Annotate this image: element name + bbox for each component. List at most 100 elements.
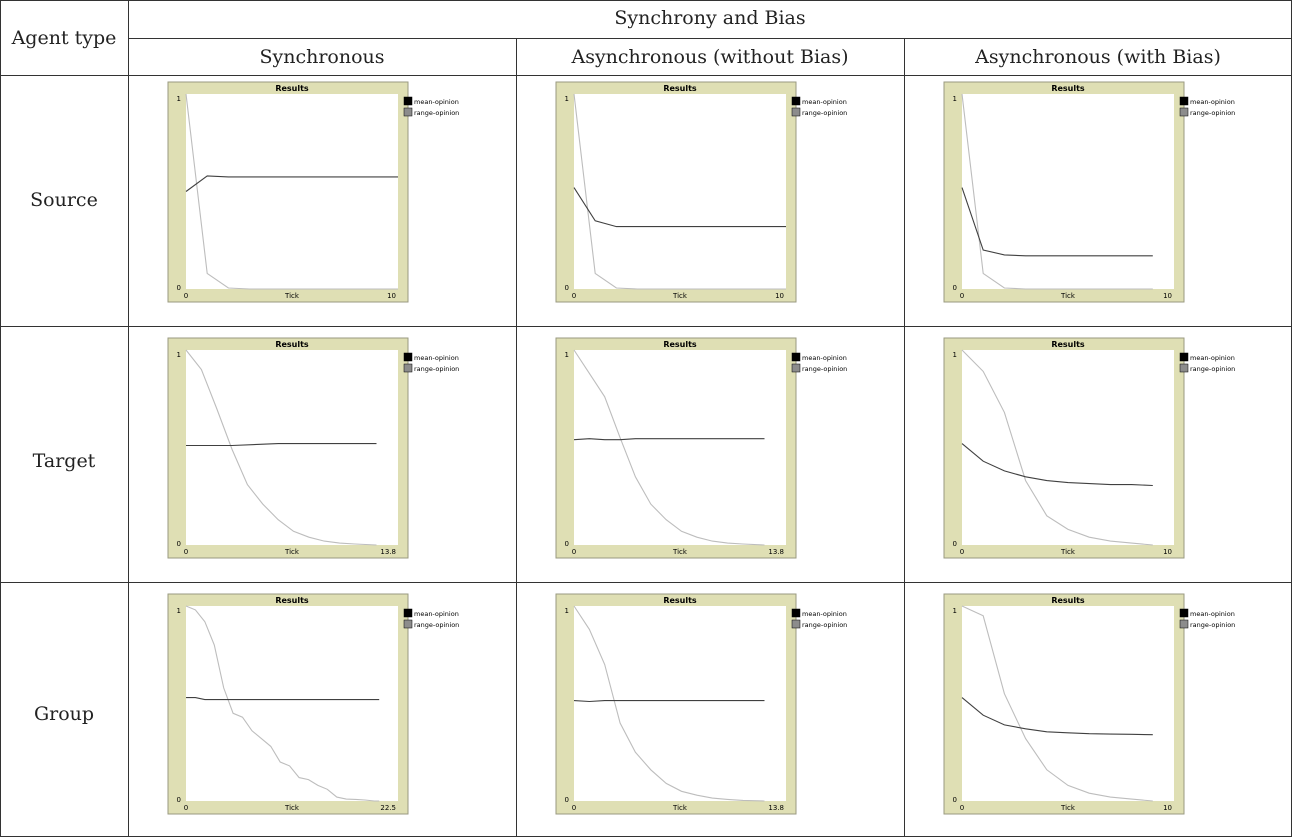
x-tick-label: 10 xyxy=(387,292,396,300)
series-line-range-opinion xyxy=(185,605,380,802)
table-border-top xyxy=(0,0,1292,1)
x-axis-label: Tick xyxy=(672,548,688,556)
row-divider xyxy=(0,582,1292,583)
header-bottom-rule xyxy=(0,75,1292,76)
legend-swatch xyxy=(1179,352,1189,362)
legend-swatch xyxy=(791,96,801,106)
series-line-mean-opinion xyxy=(186,697,380,701)
column-header: Synchronous xyxy=(259,46,385,68)
legend-label: mean-opinion xyxy=(802,98,847,106)
x-tick-label: 0 xyxy=(960,292,964,300)
legend-swatch xyxy=(791,107,801,117)
series-line-mean-opinion xyxy=(185,175,398,192)
x-axis-label: Tick xyxy=(1060,804,1076,812)
legend-swatch xyxy=(403,619,413,629)
plot-area xyxy=(574,94,786,289)
y-tick-label: 1 xyxy=(953,351,957,359)
x-tick-label: 0 xyxy=(184,548,188,556)
x-axis-label: Tick xyxy=(672,292,688,300)
series-line-mean-opinion xyxy=(573,700,765,703)
column-divider xyxy=(516,38,517,837)
plot-title: Results xyxy=(275,340,309,349)
legend-label: mean-opinion xyxy=(1190,610,1235,618)
plot-area xyxy=(574,350,786,545)
legend-swatch xyxy=(1179,608,1189,618)
x-tick-label: 10 xyxy=(1163,804,1172,812)
legend-label: mean-opinion xyxy=(802,354,847,362)
legend-swatch xyxy=(1179,619,1189,629)
column-divider xyxy=(904,38,905,837)
legend-label: mean-opinion xyxy=(1190,98,1235,106)
legend-label: range-opinion xyxy=(414,365,459,373)
legend-label: mean-opinion xyxy=(414,98,459,106)
legend-label: range-opinion xyxy=(1190,109,1235,117)
plot-area xyxy=(962,606,1174,801)
x-tick-label: 0 xyxy=(960,804,964,812)
legend-swatch xyxy=(791,608,801,618)
x-tick-label: 0 xyxy=(572,292,576,300)
series-line-mean-opinion xyxy=(961,443,1153,487)
y-tick-label: 0 xyxy=(565,540,569,548)
group-header: Synchrony and Bias xyxy=(614,7,806,29)
legend-label: mean-opinion xyxy=(802,610,847,618)
legend-label: range-opinion xyxy=(1190,621,1235,629)
plot-area xyxy=(186,350,398,545)
series-line-mean-opinion xyxy=(573,438,765,441)
plot-title: Results xyxy=(663,596,697,605)
series-line-range-opinion xyxy=(185,93,398,290)
x-axis-label: Tick xyxy=(284,548,300,556)
plot-title: Results xyxy=(1051,340,1085,349)
series-line-mean-opinion xyxy=(961,697,1153,736)
y-tick-label: 0 xyxy=(565,796,569,804)
column-header: Asynchronous (without Bias) xyxy=(571,46,849,68)
series-line-mean-opinion xyxy=(573,187,786,228)
x-tick-label: 0 xyxy=(960,548,964,556)
x-axis-label: Tick xyxy=(1060,292,1076,300)
plot-title: Results xyxy=(275,596,309,605)
row-label: Source xyxy=(30,189,98,211)
legend-label: range-opinion xyxy=(802,365,847,373)
series-line-range-opinion xyxy=(573,349,765,546)
y-tick-label: 1 xyxy=(565,607,569,615)
legend-label: range-opinion xyxy=(1190,365,1235,373)
legend-label: range-opinion xyxy=(802,109,847,117)
y-tick-label: 1 xyxy=(177,607,181,615)
series-line-mean-opinion xyxy=(186,443,377,447)
plot-group-synchronous: Results mean-opinion range-opinion 1 00 22.5 T… xyxy=(167,593,459,815)
x-tick-label: 13.8 xyxy=(380,548,396,556)
x-tick-label: 0 xyxy=(184,804,188,812)
x-axis-label: Tick xyxy=(1060,548,1076,556)
column-header: Asynchronous (with Bias) xyxy=(975,46,1221,68)
plot-area xyxy=(574,606,786,801)
y-tick-label: 0 xyxy=(953,284,957,292)
y-tick-label: 1 xyxy=(565,95,569,103)
plot-group-async-without-bias: Results mean-opinion range-opinion 1 00 13.8 T… xyxy=(555,593,847,815)
legend-label: mean-opinion xyxy=(414,610,459,618)
plot-title: Results xyxy=(1051,84,1085,93)
header-divider xyxy=(128,38,1292,39)
row-label: Group xyxy=(33,703,95,725)
y-tick-label: 0 xyxy=(177,540,181,548)
plot-title: Results xyxy=(663,340,697,349)
legend-label: range-opinion xyxy=(414,621,459,629)
x-axis-label: Tick xyxy=(672,804,688,812)
y-tick-label: 1 xyxy=(953,95,957,103)
series-line-range-opinion xyxy=(185,349,377,546)
x-tick-label: 10 xyxy=(775,292,784,300)
legend-swatch xyxy=(403,352,413,362)
x-tick-label: 0 xyxy=(572,804,576,812)
y-tick-label: 1 xyxy=(953,607,957,615)
plot-target-synchronous: Results mean-opinion range-opinion 1 00 13.8 T… xyxy=(167,337,459,559)
y-tick-label: 0 xyxy=(177,284,181,292)
y-tick-label: 0 xyxy=(177,796,181,804)
legend-swatch xyxy=(403,107,413,117)
legend-label: range-opinion xyxy=(414,109,459,117)
plot-area xyxy=(962,350,1174,545)
y-tick-label: 1 xyxy=(177,95,181,103)
